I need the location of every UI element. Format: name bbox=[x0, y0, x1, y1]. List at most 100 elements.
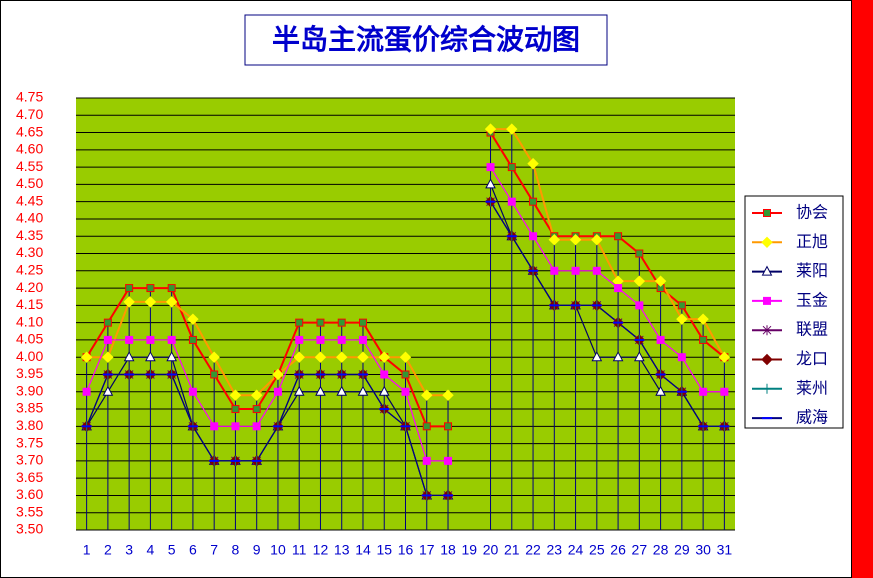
point bbox=[720, 387, 729, 396]
point bbox=[144, 296, 157, 308]
point bbox=[125, 284, 134, 293]
point bbox=[485, 178, 496, 189]
point bbox=[676, 313, 688, 325]
point bbox=[231, 422, 240, 431]
legend-marker bbox=[761, 236, 773, 249]
point bbox=[571, 266, 580, 275]
point bbox=[699, 387, 708, 396]
point bbox=[165, 296, 178, 308]
x-tick-label: 29 bbox=[674, 542, 690, 558]
point bbox=[507, 197, 516, 206]
point bbox=[358, 318, 367, 327]
y-tick-label: 4.10 bbox=[16, 313, 43, 329]
point bbox=[293, 385, 305, 396]
legend-label: 莱州 bbox=[796, 378, 828, 397]
y-tick-label: 3.55 bbox=[16, 503, 43, 519]
point bbox=[82, 387, 91, 396]
x-tick-label: 2 bbox=[104, 542, 112, 558]
point bbox=[444, 422, 453, 431]
point bbox=[378, 385, 390, 396]
x-tick-label: 24 bbox=[568, 542, 584, 558]
legend-label: 联盟 bbox=[796, 320, 828, 339]
x-tick-label: 3 bbox=[125, 542, 133, 558]
point bbox=[295, 318, 304, 327]
point bbox=[188, 335, 197, 344]
x-tick-label: 15 bbox=[376, 542, 392, 558]
x-tick-label: 11 bbox=[292, 542, 307, 558]
y-tick-label: 3.75 bbox=[16, 434, 43, 450]
point bbox=[166, 351, 177, 362]
point bbox=[146, 335, 155, 344]
point bbox=[125, 335, 134, 344]
point bbox=[484, 123, 497, 135]
point bbox=[612, 351, 624, 362]
point bbox=[337, 318, 346, 327]
legend-label: 玉金 bbox=[796, 290, 828, 309]
x-tick-label: 25 bbox=[589, 542, 605, 558]
x-tick-label: 20 bbox=[483, 542, 499, 558]
point bbox=[167, 335, 176, 344]
point bbox=[316, 318, 325, 327]
y-tick-label: 4.05 bbox=[16, 331, 43, 347]
x-tick-label: 8 bbox=[232, 542, 240, 558]
point bbox=[529, 197, 538, 206]
point bbox=[187, 313, 199, 325]
x-tick-label: 13 bbox=[334, 542, 350, 558]
y-tick-label: 3.50 bbox=[16, 521, 43, 537]
point bbox=[231, 405, 240, 414]
y-tick-label: 3.60 bbox=[16, 486, 43, 502]
point bbox=[102, 385, 114, 396]
point bbox=[250, 389, 263, 401]
point bbox=[527, 157, 539, 170]
x-tick-label: 14 bbox=[355, 542, 371, 558]
point bbox=[529, 232, 538, 241]
point bbox=[357, 351, 369, 363]
x-tick-label: 21 bbox=[504, 542, 520, 558]
y-tick-label: 4.60 bbox=[16, 141, 43, 157]
y-tick-label: 3.85 bbox=[16, 400, 43, 416]
side-bar bbox=[852, 0, 873, 578]
x-tick-label: 23 bbox=[547, 542, 563, 558]
point bbox=[314, 351, 327, 363]
point bbox=[273, 387, 282, 396]
point bbox=[421, 389, 433, 401]
point bbox=[677, 301, 686, 310]
legend-marker bbox=[763, 296, 771, 305]
point bbox=[252, 405, 261, 414]
point bbox=[442, 389, 454, 401]
point bbox=[401, 370, 410, 379]
x-tick-label: 17 bbox=[419, 542, 435, 558]
point bbox=[103, 335, 112, 344]
point bbox=[718, 351, 731, 363]
y-tick-label: 4.70 bbox=[16, 106, 43, 122]
point bbox=[358, 335, 367, 344]
point bbox=[378, 351, 390, 363]
chart-title: 半岛主流蛋价综合波动图 bbox=[272, 23, 580, 56]
point bbox=[145, 351, 156, 362]
point bbox=[654, 275, 667, 287]
y-tick-label: 4.50 bbox=[16, 175, 43, 191]
point bbox=[102, 351, 114, 363]
legend-marker bbox=[761, 353, 773, 366]
legend-label: 莱阳 bbox=[796, 261, 828, 280]
point bbox=[634, 351, 645, 362]
x-tick-label: 1 bbox=[83, 542, 91, 558]
point bbox=[210, 422, 219, 431]
point bbox=[103, 318, 112, 327]
x-tick-label: 7 bbox=[210, 542, 218, 558]
point bbox=[591, 233, 603, 246]
y-tick-label: 3.70 bbox=[16, 452, 43, 468]
y-tick-label: 3.80 bbox=[16, 417, 43, 433]
point bbox=[655, 385, 666, 396]
y-tick-label: 4.35 bbox=[16, 227, 43, 243]
y-tick-label: 3.65 bbox=[16, 469, 43, 485]
legend-marker bbox=[761, 265, 773, 276]
y-tick-label: 4.65 bbox=[16, 123, 43, 139]
point bbox=[146, 284, 155, 293]
point bbox=[507, 163, 516, 172]
point bbox=[486, 163, 495, 172]
x-tick-label: 27 bbox=[632, 542, 648, 558]
point bbox=[422, 422, 431, 431]
legend-marker bbox=[763, 209, 771, 217]
